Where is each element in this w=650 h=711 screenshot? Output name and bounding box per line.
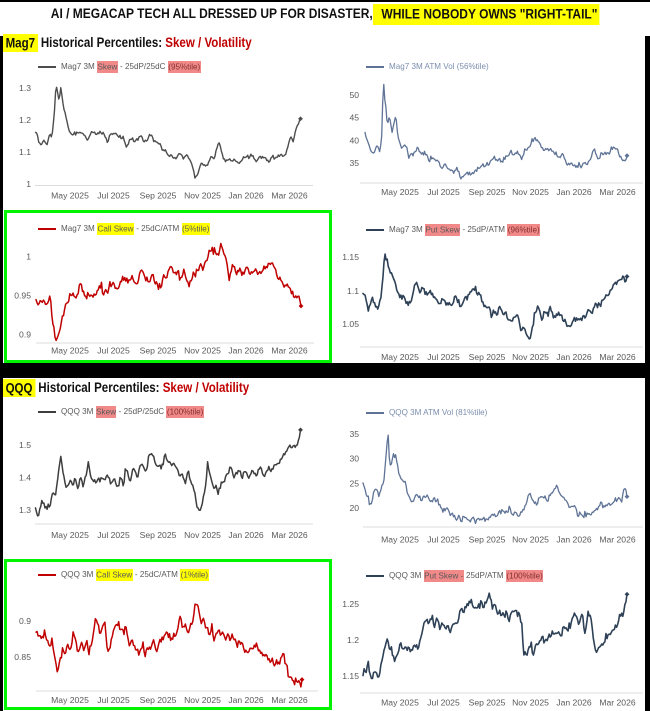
svg-text:Nov 2025: Nov 2025: [512, 535, 549, 545]
svg-text:1.5: 1.5: [19, 440, 31, 450]
svg-text:Jul 2025: Jul 2025: [427, 535, 460, 545]
svg-text:1.2: 1.2: [19, 115, 31, 125]
svg-text:May 2025: May 2025: [51, 695, 89, 705]
svg-text:Nov 2025: Nov 2025: [184, 530, 221, 540]
svg-text:1.3: 1.3: [19, 83, 31, 93]
svg-text:30: 30: [349, 454, 359, 464]
svg-text:May 2025: May 2025: [51, 191, 89, 201]
svg-text:Jul 2025: Jul 2025: [97, 695, 130, 705]
svg-text:35: 35: [349, 158, 359, 168]
svg-text:1.25: 1.25: [342, 599, 359, 609]
svg-text:Sep 2025: Sep 2025: [140, 346, 177, 356]
svg-text:50: 50: [349, 90, 359, 100]
svg-text:Mar 2026: Mar 2026: [599, 352, 636, 362]
svg-text:Sep 2025: Sep 2025: [469, 698, 506, 708]
svg-text:0.9: 0.9: [19, 616, 31, 626]
svg-text:45: 45: [349, 113, 359, 123]
svg-text:1.05: 1.05: [342, 319, 359, 329]
svg-text:Jul 2025: Jul 2025: [427, 187, 460, 197]
svg-text:40: 40: [349, 135, 359, 145]
svg-text:Sep 2025: Sep 2025: [469, 352, 506, 362]
svg-text:Jan 2026: Jan 2026: [556, 187, 592, 197]
svg-text:Jan 2026: Jan 2026: [228, 530, 264, 540]
svg-text:Jul 2025: Jul 2025: [427, 698, 460, 708]
svg-text:0.85: 0.85: [14, 652, 31, 662]
svg-text:Jan 2026: Jan 2026: [556, 535, 592, 545]
svg-text:Nov 2025: Nov 2025: [512, 698, 549, 708]
svg-text:Nov 2025: Nov 2025: [184, 191, 221, 201]
svg-text:0.95: 0.95: [14, 291, 31, 301]
svg-text:1.2: 1.2: [347, 635, 359, 645]
svg-text:Jan 2026: Jan 2026: [228, 346, 264, 356]
svg-text:1.1: 1.1: [19, 147, 31, 157]
svg-text:1.1: 1.1: [347, 286, 359, 296]
svg-text:1: 1: [26, 252, 31, 262]
svg-text:Sep 2025: Sep 2025: [469, 535, 506, 545]
svg-text:1.4: 1.4: [19, 472, 31, 482]
svg-text:1: 1: [26, 179, 31, 189]
svg-text:Jul 2025: Jul 2025: [427, 352, 460, 362]
svg-text:Mar 2026: Mar 2026: [599, 698, 636, 708]
svg-text:Jan 2026: Jan 2026: [228, 191, 264, 201]
svg-text:Nov 2025: Nov 2025: [512, 187, 549, 197]
svg-text:Sep 2025: Sep 2025: [140, 191, 177, 201]
svg-text:Jul 2025: Jul 2025: [97, 530, 130, 540]
svg-text:May 2025: May 2025: [381, 352, 419, 362]
svg-text:Jan 2026: Jan 2026: [228, 695, 264, 705]
svg-text:May 2025: May 2025: [381, 187, 419, 197]
svg-text:20: 20: [349, 503, 359, 513]
svg-text:1.15: 1.15: [342, 671, 359, 681]
svg-text:Jan 2026: Jan 2026: [556, 698, 592, 708]
svg-text:Mar 2026: Mar 2026: [271, 695, 308, 705]
svg-text:Mar 2026: Mar 2026: [599, 187, 636, 197]
svg-text:35: 35: [349, 429, 359, 439]
svg-text:May 2025: May 2025: [381, 698, 419, 708]
svg-text:Mar 2026: Mar 2026: [599, 535, 636, 545]
svg-text:Mar 2026: Mar 2026: [271, 191, 308, 201]
svg-text:1.15: 1.15: [342, 252, 359, 262]
svg-text:Jan 2026: Jan 2026: [556, 352, 592, 362]
svg-text:Jul 2025: Jul 2025: [97, 346, 130, 356]
svg-text:Nov 2025: Nov 2025: [512, 352, 549, 362]
svg-text:May 2025: May 2025: [51, 530, 89, 540]
svg-text:Sep 2025: Sep 2025: [140, 530, 177, 540]
svg-text:Mar 2026: Mar 2026: [271, 346, 308, 356]
svg-text:Sep 2025: Sep 2025: [140, 695, 177, 705]
svg-text:0.9: 0.9: [19, 330, 31, 340]
svg-text:May 2025: May 2025: [51, 346, 89, 356]
svg-text:Mar 2026: Mar 2026: [271, 530, 308, 540]
svg-text:May 2025: May 2025: [381, 535, 419, 545]
svg-text:Jul 2025: Jul 2025: [97, 191, 130, 201]
svg-text:1.3: 1.3: [19, 505, 31, 515]
svg-text:Sep 2025: Sep 2025: [469, 187, 506, 197]
svg-text:Nov 2025: Nov 2025: [184, 695, 221, 705]
svg-text:25: 25: [349, 478, 359, 488]
svg-text:Nov 2025: Nov 2025: [184, 346, 221, 356]
